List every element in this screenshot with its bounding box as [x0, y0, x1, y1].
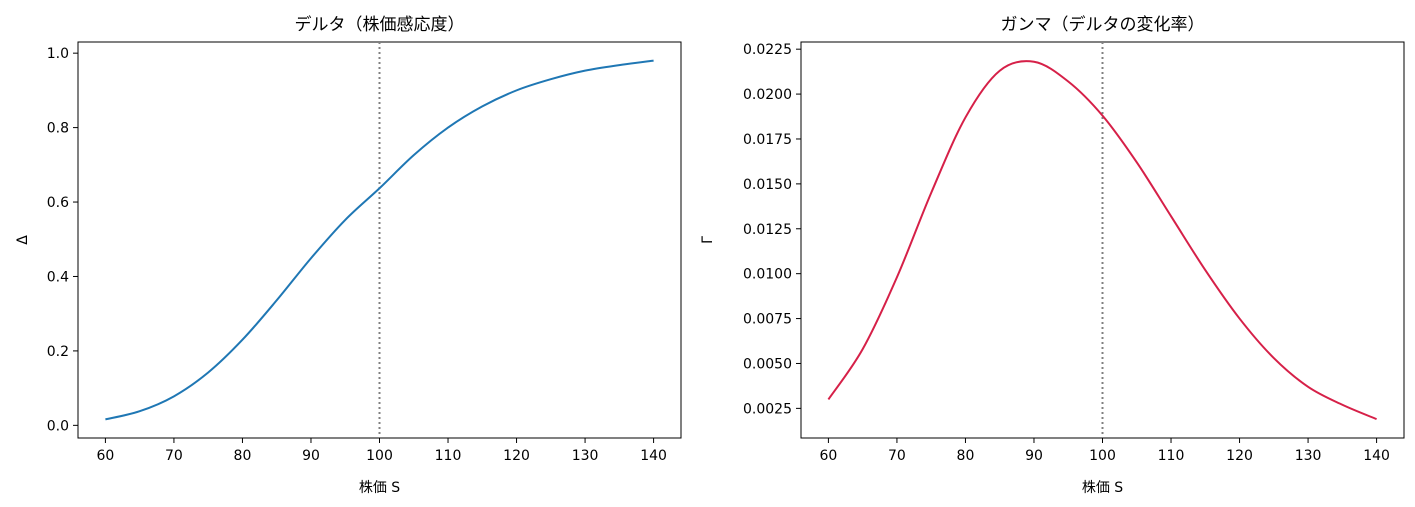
gamma-series-line — [827, 60, 1377, 421]
delta-y-tick-label: 0.6 — [47, 195, 69, 211]
delta-x-tick-label: 110 — [435, 448, 462, 464]
delta-y-tick-label: 0.2 — [47, 344, 69, 360]
delta-x-tick-label: 100 — [366, 448, 393, 464]
delta-y-axis-label: Δ — [15, 235, 31, 245]
gamma-y-axis-label: Γ — [700, 236, 716, 244]
gamma-x-tick-label: 110 — [1158, 448, 1185, 464]
gamma-y-tick-label: 0.0225 — [743, 42, 792, 58]
delta-y-tick-label: 1.0 — [47, 46, 69, 62]
delta-y-tick-label: 0.0 — [47, 418, 69, 434]
gamma-chart-title: ガンマ（デルタの変化率） — [1001, 14, 1205, 35]
gamma-y-tick-label: 0.0200 — [743, 87, 792, 103]
delta-y-tick-label: 0.8 — [47, 121, 69, 137]
gamma-x-tick-label: 120 — [1226, 448, 1253, 464]
gamma-chart: ガンマ（デルタの変化率） 株価 S Γ 60 70 80 90 100 110 120 130… — [700, 14, 1405, 496]
gamma-y-tick-label: 0.0100 — [743, 267, 792, 283]
gamma-x-ticks: 60 70 80 90 100 110 120 130 140 — [819, 438, 1390, 464]
delta-x-tick-label: 60 — [96, 448, 114, 464]
gamma-y-tick-label: 0.0175 — [743, 132, 792, 148]
gamma-x-tick-label: 90 — [1025, 448, 1043, 464]
gamma-y-tick-label: 0.0025 — [743, 401, 792, 417]
gamma-y-tick-label: 0.0075 — [743, 312, 792, 328]
delta-x-tick-label: 90 — [302, 448, 320, 464]
gamma-x-tick-label: 140 — [1363, 448, 1390, 464]
delta-chart-title: デルタ（株価感応度） — [295, 14, 465, 35]
gamma-x-tick-label: 70 — [888, 448, 906, 464]
delta-x-tick-label: 70 — [165, 448, 183, 464]
gamma-x-tick-label: 100 — [1089, 448, 1116, 464]
delta-x-tick-label: 140 — [640, 448, 667, 464]
gamma-x-tick-label: 80 — [957, 448, 975, 464]
gamma-y-tick-label: 0.0050 — [743, 356, 792, 372]
gamma-y-tick-label: 0.0125 — [743, 222, 792, 238]
delta-y-tick-label: 0.4 — [47, 269, 69, 285]
gamma-x-axis-label: 株価 S — [1082, 480, 1123, 496]
delta-y-ticks: 0.0 0.2 0.4 0.6 0.8 1.0 — [47, 46, 78, 434]
delta-x-tick-label: 80 — [234, 448, 252, 464]
gamma-x-tick-label: 60 — [819, 448, 837, 464]
delta-x-ticks: 60 70 80 90 100 110 120 130 140 — [96, 438, 667, 464]
delta-x-tick-label: 130 — [572, 448, 599, 464]
delta-series-line — [105, 59, 654, 421]
delta-x-axis-label: 株価 S — [359, 480, 400, 496]
gamma-y-ticks: 0.0025 0.0050 0.0075 0.0100 0.0125 0.0150 0.01… — [743, 42, 801, 417]
gamma-x-tick-label: 130 — [1295, 448, 1322, 464]
delta-x-tick-label: 120 — [503, 448, 530, 464]
delta-chart: デルタ（株価感応度） 株価 S Δ 60 70 80 90 100 110 120 130 14… — [15, 14, 682, 496]
gamma-y-tick-label: 0.0150 — [743, 177, 792, 193]
